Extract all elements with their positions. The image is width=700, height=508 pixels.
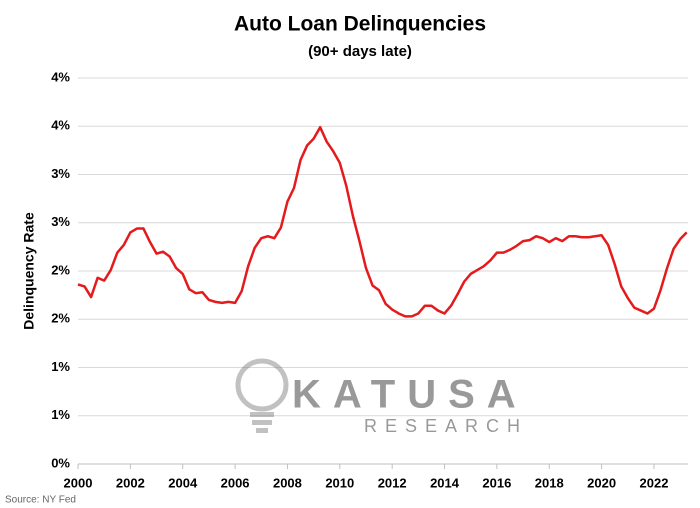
x-tick-label: 2012 xyxy=(378,475,407,490)
y-tick-label: 1% xyxy=(51,359,70,374)
chart-subtitle: (90+ days late) xyxy=(308,43,412,60)
x-tick-label: 2010 xyxy=(325,475,354,490)
y-axis-label: Delinquency Rate xyxy=(21,212,37,330)
x-tick-label: 2000 xyxy=(64,475,93,490)
x-tick-label: 2018 xyxy=(535,475,564,490)
x-tick-label: 2008 xyxy=(273,475,302,490)
x-tick-label: 2022 xyxy=(640,475,669,490)
watermark-logo xyxy=(235,358,289,433)
y-tick-label: 3% xyxy=(51,166,70,181)
bulb-base xyxy=(250,412,274,417)
source: Source: NY Fed xyxy=(5,495,76,506)
y-tick-label: 4% xyxy=(51,118,70,133)
y-tick-label: 1% xyxy=(51,407,70,422)
bulb-base xyxy=(256,428,268,433)
watermark-sub: RESEARCH xyxy=(364,416,528,436)
chart-title: Auto Loan Delinquencies xyxy=(234,13,486,36)
line-series xyxy=(77,125,688,318)
y-tick-label: 3% xyxy=(51,214,70,229)
y-tick-label: 0% xyxy=(51,455,70,470)
y-tick-label: 2% xyxy=(51,262,70,277)
x-tick-label: 2002 xyxy=(116,475,145,490)
y-tick-label: 2% xyxy=(51,311,70,326)
bulb xyxy=(235,358,289,412)
x-tick-label: 2006 xyxy=(221,475,250,490)
x-tick-label: 2014 xyxy=(430,475,460,490)
y-tick-label: 4% xyxy=(51,69,70,84)
bulb-base xyxy=(252,420,272,425)
x-tick-label: 2004 xyxy=(168,475,198,490)
watermark: KATUSA xyxy=(292,373,528,417)
x-tick-label: 2020 xyxy=(587,475,616,490)
x-tick-label: 2016 xyxy=(482,475,511,490)
